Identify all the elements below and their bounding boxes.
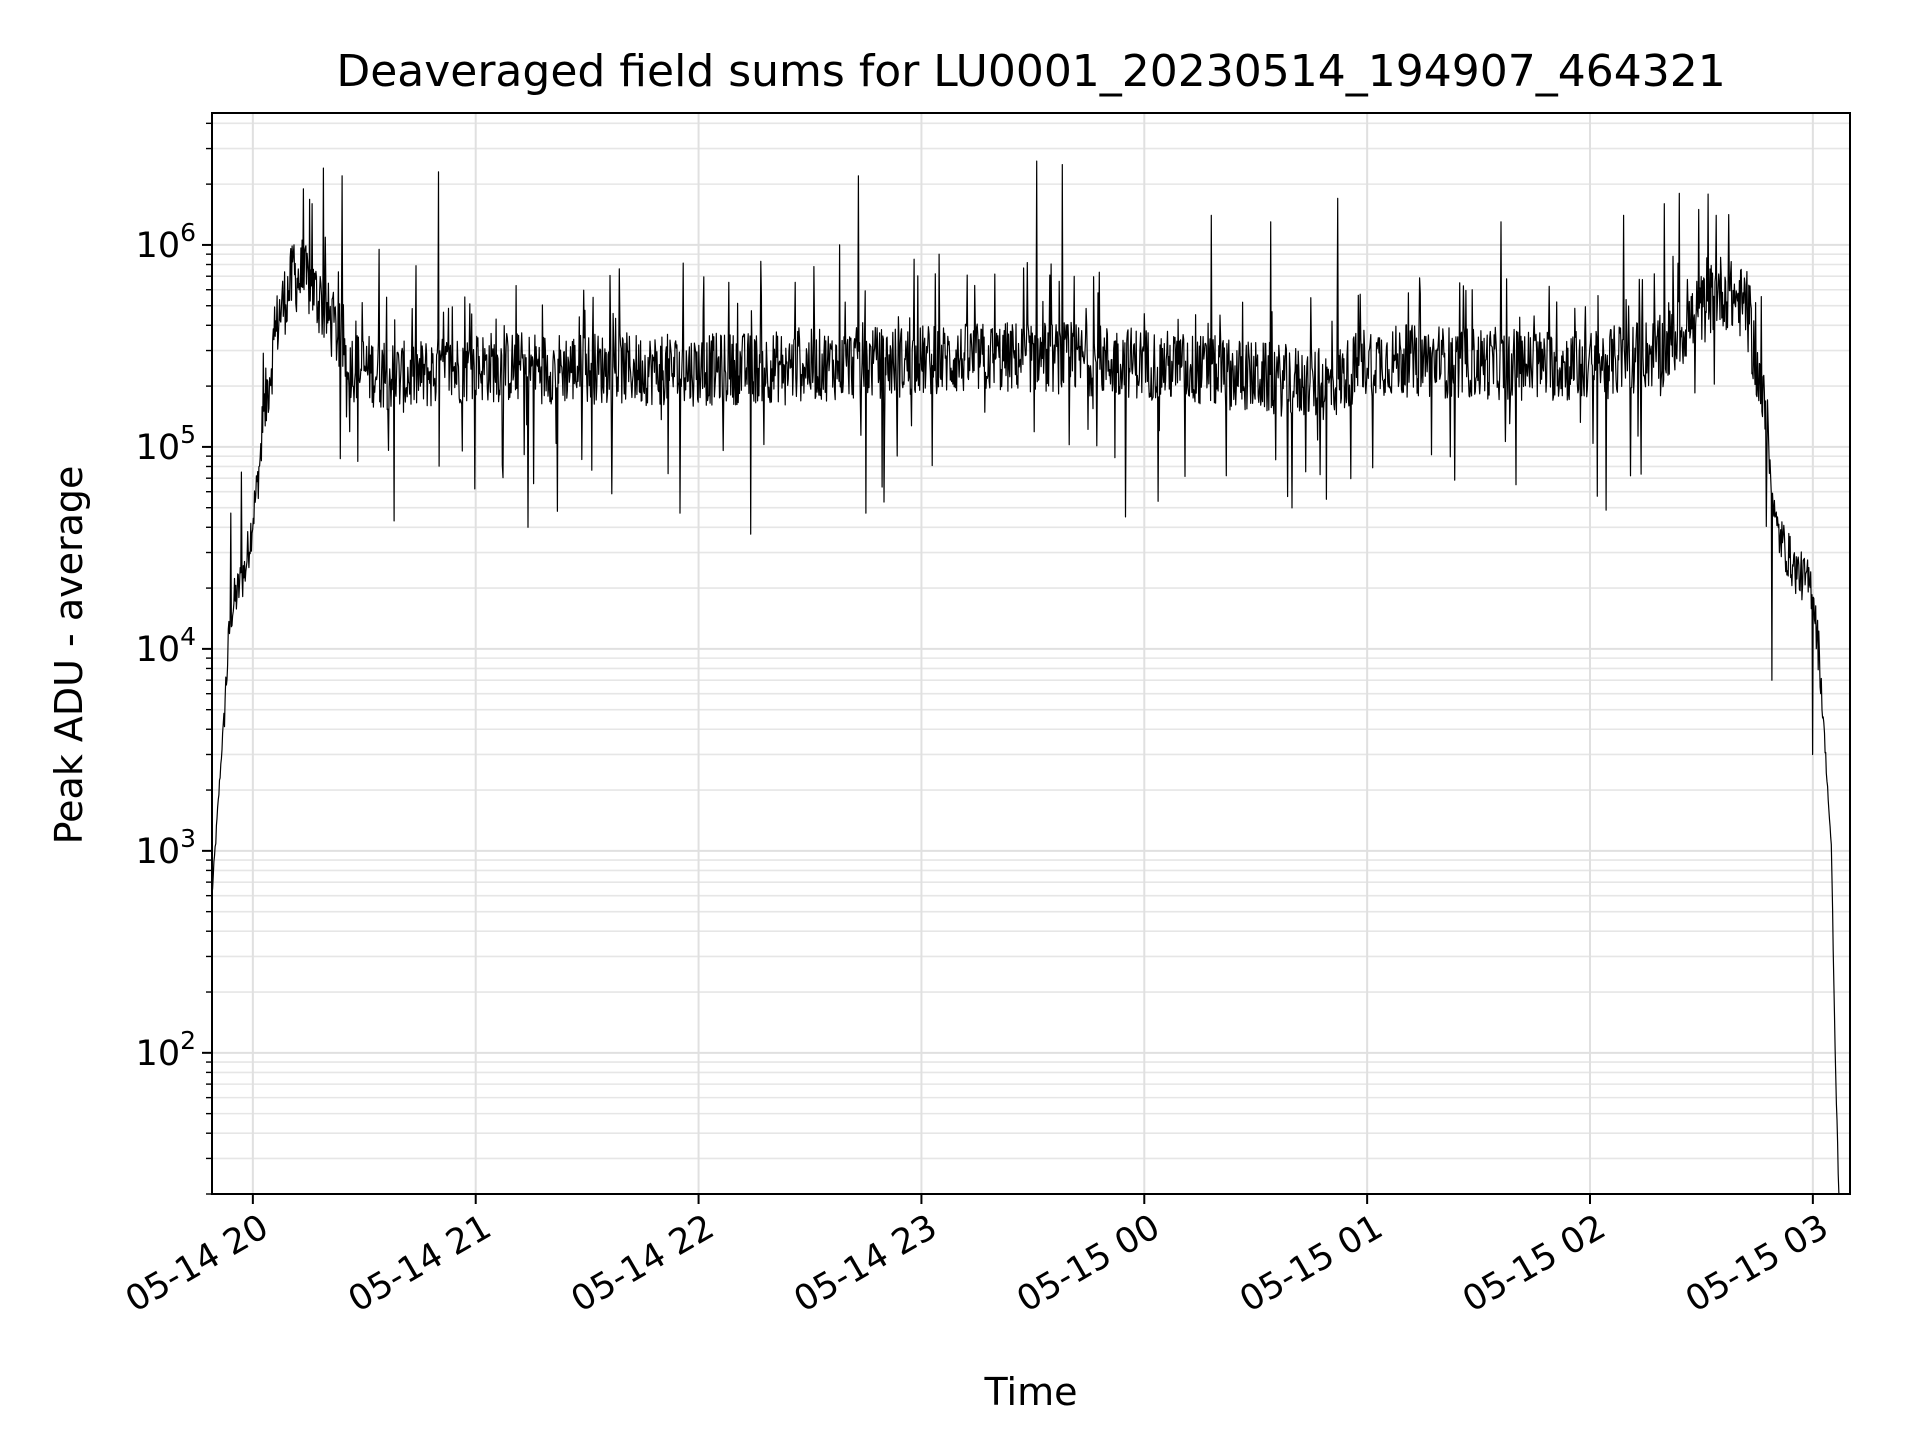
y-tick-labels: 102 103 104 105 106 [136,218,196,1074]
chart-title: Deaveraged field sums for LU0001_2023051… [336,46,1725,97]
y-tick-label: 103 [136,824,196,872]
y-tick-label: 106 [136,218,196,266]
x-axis-label: Time [984,1370,1078,1414]
y-tick-label: 105 [136,420,196,468]
data-series-line [211,160,1840,1195]
axis-ticks [202,122,1814,1204]
y-axis-label: Peak ADU - average [47,466,91,845]
y-tick-label: 104 [136,622,196,670]
data-series [211,160,1840,1195]
plot-frame [211,112,1851,1195]
y-tick-label: 102 [136,1026,196,1074]
